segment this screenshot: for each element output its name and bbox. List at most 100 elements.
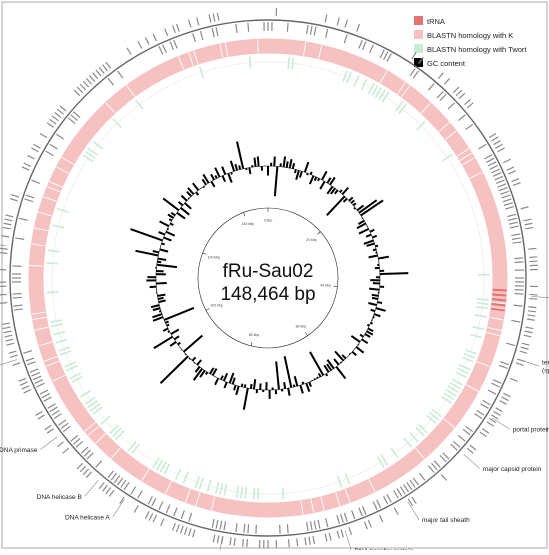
gc-bar bbox=[154, 337, 173, 349]
cds-mark bbox=[496, 408, 503, 412]
cds-mark bbox=[508, 171, 515, 174]
cds-mark bbox=[36, 411, 43, 415]
cds-mark bbox=[14, 305, 23, 306]
cds-mark bbox=[489, 418, 496, 422]
twort-homology-mark bbox=[459, 365, 470, 370]
cds-mark bbox=[0, 303, 7, 304]
gc-bar bbox=[177, 213, 185, 219]
annotation-line: major capsid protein bbox=[483, 466, 542, 473]
gc-bar bbox=[159, 301, 166, 303]
cds-mark bbox=[159, 501, 163, 509]
scale-tick-label: 40 kbp bbox=[320, 284, 331, 288]
cds-mark bbox=[349, 527, 351, 535]
gc-bar bbox=[233, 378, 235, 385]
cds-mark bbox=[170, 41, 173, 49]
cds-mark bbox=[4, 331, 12, 333]
cds-mark bbox=[506, 343, 515, 345]
cds-mark bbox=[458, 435, 465, 441]
gc-bar bbox=[153, 308, 160, 310]
legend-swatch-k-homology bbox=[414, 30, 423, 39]
cds-mark bbox=[326, 518, 328, 527]
gc-bar bbox=[334, 359, 339, 365]
twort-homology-mark bbox=[456, 372, 467, 377]
gc-bar bbox=[368, 328, 373, 331]
gc-bar bbox=[335, 190, 338, 194]
cds-mark bbox=[236, 24, 237, 33]
cds-mark bbox=[109, 490, 114, 496]
cds-mark bbox=[297, 538, 298, 546]
twort-homology-mark bbox=[404, 438, 412, 447]
twort-homology-mark bbox=[46, 292, 58, 293]
cds-mark bbox=[47, 123, 54, 128]
gc-bar bbox=[171, 330, 179, 334]
cds-mark bbox=[467, 103, 473, 108]
cds-mark bbox=[434, 461, 440, 468]
cds-mark bbox=[50, 407, 58, 412]
cds-mark bbox=[52, 410, 60, 415]
cds-mark bbox=[428, 466, 434, 473]
cds-mark bbox=[500, 191, 508, 194]
gc-bar bbox=[168, 215, 173, 218]
cds-mark bbox=[118, 478, 123, 485]
cds-mark bbox=[456, 90, 462, 96]
cds-mark bbox=[0, 294, 7, 295]
annotation-label: terminase(spliced) bbox=[542, 360, 549, 375]
cds-mark bbox=[173, 523, 176, 530]
cds-mark bbox=[453, 441, 460, 447]
cds-mark bbox=[38, 415, 45, 419]
legend-swatch-trna bbox=[414, 16, 423, 25]
cds-mark bbox=[504, 203, 513, 206]
cds-mark bbox=[514, 258, 523, 259]
cds-mark bbox=[121, 480, 126, 487]
cds-mark bbox=[380, 515, 383, 522]
cds-mark bbox=[247, 539, 248, 547]
cds-mark bbox=[400, 487, 405, 495]
cds-mark bbox=[410, 69, 415, 76]
cds-mark bbox=[14, 309, 23, 310]
gc-bar bbox=[130, 229, 162, 240]
annotation-label: major tail sheath bbox=[422, 517, 470, 524]
cds-mark bbox=[387, 494, 391, 502]
cds-mark bbox=[484, 155, 492, 159]
gc-bar bbox=[371, 310, 375, 311]
cds-mark bbox=[310, 26, 312, 35]
cds-mark bbox=[177, 525, 180, 533]
gc-bar bbox=[181, 196, 186, 201]
cds-mark bbox=[174, 508, 177, 516]
cds-mark bbox=[99, 482, 104, 488]
cds-mark bbox=[527, 319, 535, 320]
twort-homology-mark bbox=[176, 469, 181, 480]
gc-bar bbox=[341, 362, 342, 363]
cds-mark bbox=[57, 109, 63, 114]
cds-mark bbox=[0, 248, 8, 249]
annotation-leader bbox=[0, 243, 6, 246]
cds-mark bbox=[10, 355, 18, 357]
scale-tick-label: 60 kbp bbox=[296, 324, 307, 328]
gc-bar bbox=[178, 343, 180, 345]
twort-homology-mark bbox=[465, 350, 476, 354]
gc-bar bbox=[215, 175, 216, 178]
twort-homology-mark bbox=[475, 315, 487, 317]
cds-mark bbox=[513, 183, 520, 186]
cds-mark bbox=[83, 469, 88, 475]
scale-tick-label: 120 kbp bbox=[208, 256, 221, 260]
cds-mark bbox=[96, 461, 102, 468]
cds-mark bbox=[230, 537, 231, 545]
gc-bar bbox=[293, 163, 294, 169]
cds-mark bbox=[359, 508, 362, 516]
cds-mark bbox=[337, 531, 339, 539]
cds-mark bbox=[47, 429, 54, 434]
cds-mark bbox=[108, 471, 114, 478]
cds-mark bbox=[185, 527, 187, 535]
cds-mark bbox=[22, 386, 29, 389]
gc-bar bbox=[231, 161, 234, 171]
trna-mark bbox=[493, 290, 507, 291]
twort-homology-mark bbox=[354, 76, 359, 87]
cds-mark bbox=[111, 473, 117, 480]
gc-bar bbox=[163, 328, 168, 330]
cds-mark bbox=[480, 432, 486, 437]
gc-bar bbox=[315, 177, 317, 181]
cds-mark bbox=[57, 442, 63, 447]
gc-bar bbox=[254, 158, 255, 167]
cds-mark bbox=[465, 99, 471, 104]
